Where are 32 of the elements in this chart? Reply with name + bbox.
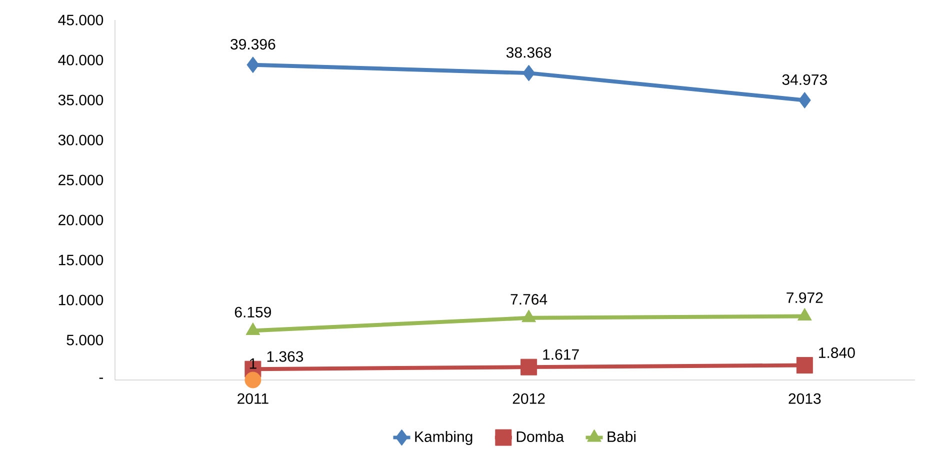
data-label: 1.840: [819, 347, 855, 358]
data-label: 34.973: [782, 74, 827, 85]
data-label: 1.617: [543, 349, 579, 360]
point: [246, 56, 260, 74]
x-tick-label: 2011: [238, 393, 268, 404]
y-tick-label: 15.000: [58, 254, 104, 266]
y-tick-label: 20.000: [58, 214, 104, 226]
point: [798, 92, 811, 108]
y-tick-label: 40.000: [58, 54, 104, 66]
data-label: 38.368: [506, 47, 552, 58]
point: [796, 357, 813, 374]
x-tick-label: 2013: [788, 393, 821, 404]
y-tick-label: 30.000: [58, 134, 104, 146]
x-tick-label: 2012: [512, 393, 545, 404]
data-label: 7.972: [786, 292, 823, 303]
data-label: 6.159: [234, 306, 271, 318]
point: [244, 372, 262, 388]
point: [520, 358, 538, 376]
data-label: 39.396: [230, 38, 276, 50]
data-label: 1: [250, 358, 256, 369]
legend-label: Babi: [608, 430, 636, 442]
legend-label: Domba: [516, 430, 564, 442]
point: [522, 64, 536, 82]
y-tick-label: 45.000: [58, 14, 104, 26]
legend-label: Kambing: [415, 430, 472, 445]
data-label: 7.764: [510, 294, 548, 305]
data-label: 1.363: [267, 351, 304, 362]
y-tick-label: -: [99, 378, 104, 379]
y-tick-label: 5.000: [66, 334, 104, 346]
y-tick-label: 25.000: [58, 174, 104, 186]
y-tick-label: 35.000: [58, 94, 104, 106]
y-tick-label: 10.000: [58, 294, 104, 306]
